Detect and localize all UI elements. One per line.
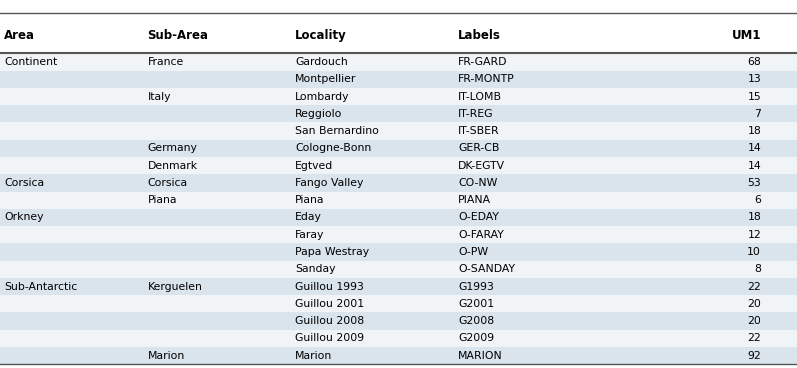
Text: Continent: Continent bbox=[4, 57, 57, 67]
Bar bbox=[0, 105, 797, 123]
Text: Guillou 2009: Guillou 2009 bbox=[295, 333, 364, 343]
Bar bbox=[0, 140, 797, 157]
Text: Montpellier: Montpellier bbox=[295, 74, 356, 84]
Bar bbox=[0, 209, 797, 226]
Text: IT-LOMB: IT-LOMB bbox=[458, 92, 502, 102]
Text: Guillou 1993: Guillou 1993 bbox=[295, 282, 363, 291]
Text: Cologne-Bonn: Cologne-Bonn bbox=[295, 144, 371, 153]
Text: 18: 18 bbox=[748, 212, 761, 223]
Text: Piana: Piana bbox=[147, 195, 177, 205]
Text: IT-SBER: IT-SBER bbox=[458, 126, 500, 136]
Text: 13: 13 bbox=[748, 74, 761, 84]
Text: 10: 10 bbox=[748, 247, 761, 257]
Text: CO-NW: CO-NW bbox=[458, 178, 497, 188]
Text: MARION: MARION bbox=[458, 351, 503, 361]
Bar bbox=[0, 11, 797, 53]
Text: Labels: Labels bbox=[458, 29, 501, 42]
Bar bbox=[0, 243, 797, 261]
Text: 92: 92 bbox=[748, 351, 761, 361]
Text: Sanday: Sanday bbox=[295, 264, 336, 274]
Text: France: France bbox=[147, 57, 183, 67]
Bar bbox=[0, 157, 797, 174]
Text: Marion: Marion bbox=[295, 351, 332, 361]
Text: G1993: G1993 bbox=[458, 282, 494, 291]
Text: O-EDAY: O-EDAY bbox=[458, 212, 499, 223]
Text: FR-GARD: FR-GARD bbox=[458, 57, 508, 67]
Text: DK-EGTV: DK-EGTV bbox=[458, 161, 505, 171]
Text: 12: 12 bbox=[748, 230, 761, 240]
Text: G2001: G2001 bbox=[458, 299, 494, 309]
Bar bbox=[0, 312, 797, 330]
Text: Faray: Faray bbox=[295, 230, 324, 240]
Bar bbox=[0, 53, 797, 71]
Bar bbox=[0, 226, 797, 243]
Bar bbox=[0, 278, 797, 295]
Text: PIANA: PIANA bbox=[458, 195, 492, 205]
Bar bbox=[0, 295, 797, 312]
Text: 22: 22 bbox=[748, 333, 761, 343]
Bar bbox=[0, 174, 797, 192]
Text: O-PW: O-PW bbox=[458, 247, 489, 257]
Text: Guillou 2008: Guillou 2008 bbox=[295, 316, 364, 326]
Text: Papa Westray: Papa Westray bbox=[295, 247, 369, 257]
Text: 6: 6 bbox=[754, 195, 761, 205]
Text: 68: 68 bbox=[748, 57, 761, 67]
Bar bbox=[0, 88, 797, 105]
Text: Fango Valley: Fango Valley bbox=[295, 178, 363, 188]
Text: 20: 20 bbox=[748, 316, 761, 326]
Bar bbox=[0, 347, 797, 364]
Text: Kerguelen: Kerguelen bbox=[147, 282, 202, 291]
Text: 22: 22 bbox=[748, 282, 761, 291]
Text: Piana: Piana bbox=[295, 195, 324, 205]
Text: 53: 53 bbox=[748, 178, 761, 188]
Text: Lombardy: Lombardy bbox=[295, 92, 349, 102]
Bar bbox=[0, 123, 797, 140]
Text: 14: 14 bbox=[748, 144, 761, 153]
Text: 18: 18 bbox=[748, 126, 761, 136]
Text: 14: 14 bbox=[748, 161, 761, 171]
Text: 20: 20 bbox=[748, 299, 761, 309]
Text: GER-CB: GER-CB bbox=[458, 144, 500, 153]
Bar bbox=[0, 330, 797, 347]
Text: 7: 7 bbox=[754, 109, 761, 119]
Text: Area: Area bbox=[4, 29, 35, 42]
Text: Locality: Locality bbox=[295, 29, 347, 42]
Text: FR-MONTP: FR-MONTP bbox=[458, 74, 515, 84]
Text: 8: 8 bbox=[754, 264, 761, 274]
Text: O-FARAY: O-FARAY bbox=[458, 230, 504, 240]
Text: IT-REG: IT-REG bbox=[458, 109, 494, 119]
Text: Corsica: Corsica bbox=[147, 178, 187, 188]
Text: Sub-Antarctic: Sub-Antarctic bbox=[4, 282, 77, 291]
Text: Reggiolo: Reggiolo bbox=[295, 109, 342, 119]
Bar bbox=[0, 71, 797, 88]
Text: Gardouch: Gardouch bbox=[295, 57, 347, 67]
Text: Orkney: Orkney bbox=[4, 212, 44, 223]
Text: G2009: G2009 bbox=[458, 333, 494, 343]
Text: 15: 15 bbox=[748, 92, 761, 102]
Text: Guillou 2001: Guillou 2001 bbox=[295, 299, 364, 309]
Text: Germany: Germany bbox=[147, 144, 198, 153]
Text: Marion: Marion bbox=[147, 351, 185, 361]
Text: Denmark: Denmark bbox=[147, 161, 198, 171]
Text: Sub-Area: Sub-Area bbox=[147, 29, 209, 42]
Text: Egtved: Egtved bbox=[295, 161, 333, 171]
Text: G2008: G2008 bbox=[458, 316, 494, 326]
Text: UM1: UM1 bbox=[732, 29, 761, 42]
Text: O-SANDAY: O-SANDAY bbox=[458, 264, 516, 274]
Bar bbox=[0, 192, 797, 209]
Text: Italy: Italy bbox=[147, 92, 171, 102]
Text: Eday: Eday bbox=[295, 212, 322, 223]
Bar bbox=[0, 261, 797, 278]
Text: San Bernardino: San Bernardino bbox=[295, 126, 379, 136]
Text: Corsica: Corsica bbox=[4, 178, 44, 188]
